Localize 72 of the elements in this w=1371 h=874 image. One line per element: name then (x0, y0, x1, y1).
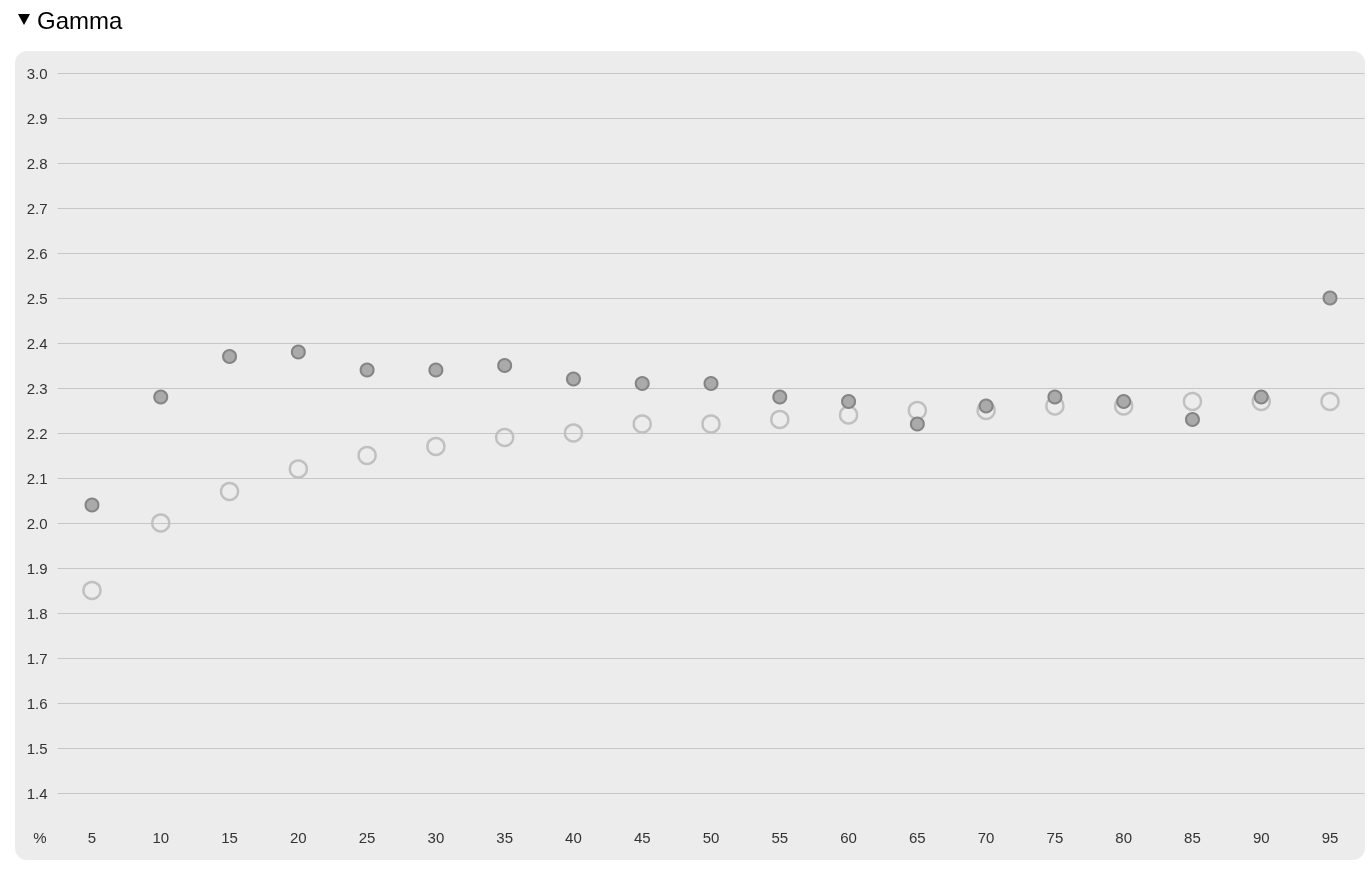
y-tick-label: 2.0 (26, 514, 48, 532)
x-tick-label: 90 (1252, 829, 1270, 846)
x-tick-label: 75 (1046, 829, 1064, 846)
y-tick-label: 3.0 (26, 64, 48, 82)
x-tick-label: 5 (87, 829, 97, 846)
y-tick-label: 1.5 (26, 739, 48, 757)
point (426, 436, 446, 457)
x-tick-label: 45 (633, 829, 651, 846)
x-tick-label: 35 (496, 829, 514, 846)
point (703, 376, 719, 391)
y-tick-label: 2.3 (26, 379, 48, 397)
point (1047, 389, 1063, 405)
x-tick-label: 95 (1321, 829, 1339, 846)
x-axis-title: % (33, 829, 47, 846)
y-tick-label: 1.6 (26, 694, 48, 712)
y-tick-label: 2.1 (26, 469, 48, 487)
y-tick-label: 1.8 (26, 604, 48, 622)
point (151, 513, 171, 533)
point (909, 416, 925, 432)
y-tick-label: 2.7 (26, 199, 48, 217)
x-tick-label: 80 (1115, 829, 1133, 846)
point (907, 400, 928, 421)
point (841, 394, 857, 409)
point (978, 398, 994, 414)
point (222, 349, 238, 364)
point (494, 427, 515, 448)
y-tick-label: 2.9 (26, 109, 48, 127)
x-tick-label: 25 (358, 829, 376, 846)
x-tick-label: 60 (840, 829, 857, 846)
x-tick-label: 50 (702, 829, 720, 846)
x-tick-label: 65 (908, 829, 926, 846)
point (219, 481, 240, 502)
point (1320, 391, 1340, 412)
point (1322, 290, 1338, 306)
point (770, 409, 790, 430)
point (632, 414, 652, 434)
point (701, 414, 721, 434)
point (838, 405, 859, 425)
point (1253, 389, 1269, 405)
point (359, 362, 375, 378)
y-tick-label: 1.4 (26, 784, 48, 802)
point (290, 344, 306, 360)
point (1182, 391, 1203, 412)
point (565, 371, 581, 387)
x-tick-label: 15 (221, 829, 238, 846)
x-tick-label: 40 (565, 829, 582, 846)
point (153, 389, 169, 405)
y-tick-label: 1.9 (26, 559, 48, 577)
point (1184, 412, 1200, 427)
y-tick-label: 2.4 (26, 334, 48, 352)
point (772, 389, 788, 405)
point (82, 580, 102, 601)
point (634, 376, 650, 391)
x-tick-label: 55 (771, 829, 789, 846)
y-tick-label: 2.5 (26, 289, 48, 307)
x-tick-label: 20 (289, 829, 307, 846)
chart-title: Gamma (37, 6, 123, 36)
point (563, 423, 584, 443)
point (288, 459, 309, 479)
x-tick-label: 30 (427, 829, 445, 846)
point (357, 445, 377, 466)
y-tick-label: 1.7 (26, 649, 48, 667)
point (1116, 394, 1132, 409)
point (428, 362, 444, 378)
y-tick-label: 2.6 (26, 244, 48, 262)
x-tick-label: 85 (1184, 829, 1201, 846)
x-tick-label: 70 (977, 829, 995, 846)
point (497, 358, 513, 373)
point (84, 497, 100, 513)
x-tick-label: 10 (152, 829, 170, 846)
y-tick-label: 2.2 (26, 424, 48, 442)
y-tick-label: 2.8 (26, 154, 48, 172)
